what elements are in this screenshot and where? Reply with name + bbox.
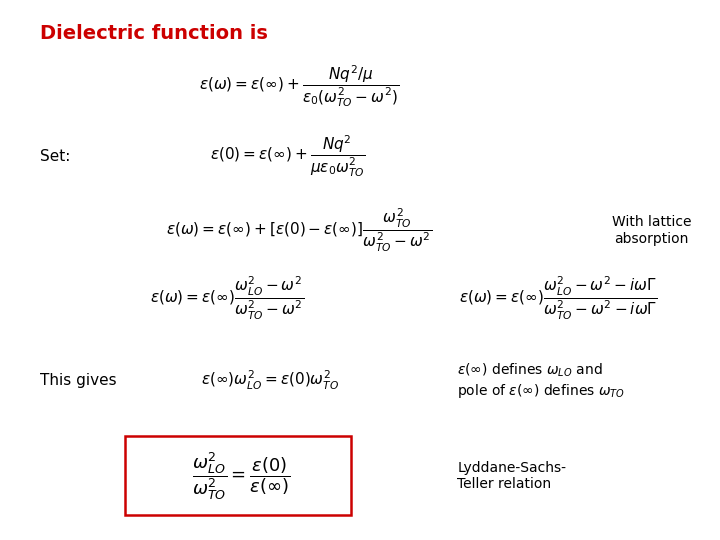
Text: Set:: Set: [40, 149, 70, 164]
Text: $\dfrac{\omega_{LO}^2}{\omega_{TO}^2} = \dfrac{\varepsilon(0)}{\varepsilon(\inft: $\dfrac{\omega_{LO}^2}{\omega_{TO}^2} = … [192, 450, 290, 502]
Text: Dielectric function is: Dielectric function is [40, 24, 267, 43]
Text: $\varepsilon(\omega) = \varepsilon(\infty)\dfrac{\omega_{LO}^2 - \omega^2}{\omeg: $\varepsilon(\omega) = \varepsilon(\inft… [150, 274, 304, 322]
Text: $\varepsilon(\omega) = \varepsilon(\infty) + \dfrac{Nq^2/\mu}{\varepsilon_0(\ome: $\varepsilon(\omega) = \varepsilon(\inft… [199, 64, 399, 109]
Text: $\varepsilon(\infty)\omega_{LO}^2 = \varepsilon(0)\omega_{TO}^2$: $\varepsilon(\infty)\omega_{LO}^2 = \var… [201, 369, 339, 392]
Text: $\varepsilon(0) = \varepsilon(\infty) + \dfrac{Nq^2}{\mu\varepsilon_0\omega_{TO}: $\varepsilon(0) = \varepsilon(\infty) + … [210, 134, 366, 179]
Text: $\varepsilon(\omega) = \varepsilon(\infty) + [\varepsilon(0) - \varepsilon(\inft: $\varepsilon(\omega) = \varepsilon(\inft… [166, 207, 432, 254]
Text: $\varepsilon(\infty)$ defines $\omega_{LO}$ and
pole of $\varepsilon(\infty)$ de: $\varepsilon(\infty)$ defines $\omega_{L… [457, 362, 625, 400]
Text: $\varepsilon(\omega) = \varepsilon(\infty)\dfrac{\omega_{LO}^2 - \omega^2 - i\om: $\varepsilon(\omega) = \varepsilon(\inft… [459, 274, 657, 322]
Text: With lattice
absorption: With lattice absorption [612, 215, 691, 246]
Text: This gives: This gives [40, 373, 116, 388]
Text: Lyddane-Sachs-
Teller relation: Lyddane-Sachs- Teller relation [457, 461, 566, 491]
